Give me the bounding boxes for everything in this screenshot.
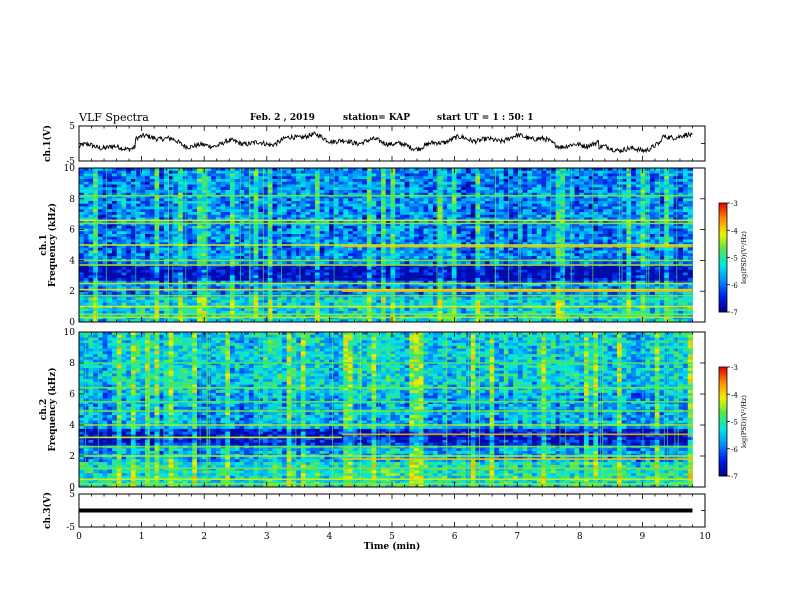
ytick-label: 8	[69, 359, 75, 369]
y-axis-label: ch.1(V)	[42, 125, 53, 162]
xtick-label: 5	[389, 532, 395, 542]
colorbar-tick-label: -3	[731, 200, 738, 208]
xtick-label: 6	[452, 532, 458, 542]
colorbar: -3 -4 -5 -6 -7 log(PSD)(V²/Hz)	[718, 200, 748, 317]
y-axis-label-channel: ch.2	[39, 399, 49, 420]
ytick-label: 0	[69, 318, 75, 328]
ytick-label: 6	[69, 226, 75, 236]
colorbar-label: log(PSD)(V²/Hz)	[740, 395, 748, 448]
y-axis-label-channel: ch.1	[39, 234, 49, 255]
ytick-label: 10	[64, 328, 76, 338]
colorbar-label: log(PSD)(V²/Hz)	[740, 231, 748, 284]
xtick-label: 8	[577, 532, 583, 542]
station-label: station= KAP	[343, 113, 411, 123]
colorbar-tick-label: -6	[731, 446, 738, 454]
ytick-label: 0	[69, 483, 75, 493]
ytick-label: 5	[69, 122, 75, 132]
figure-title: VLF Spectra	[79, 111, 149, 124]
ytick-label: 4	[69, 421, 75, 431]
y-axis-label-voltage: ch.3(V)	[42, 492, 53, 529]
ytick-label: 2	[69, 287, 75, 297]
y-axis-label-voltage: ch.1(V)	[42, 125, 53, 162]
xtick-label: 9	[640, 532, 646, 542]
colorbar-label-group: log(PSD)(V²/Hz)	[740, 395, 748, 448]
colorbar-tick-label: -7	[731, 309, 738, 317]
waveform-ch1-trace	[78, 130, 693, 154]
ytick-label: 4	[69, 256, 75, 266]
waveform-ch1	[78, 130, 693, 154]
spectrogram-ch2	[79, 332, 693, 488]
ytick-label: 8	[69, 195, 75, 205]
xtick-label: 1	[139, 532, 145, 542]
y-axis-label: ch.2 Frequency (kHz)	[39, 367, 58, 451]
y-axis-label: ch.1 Frequency (kHz)	[39, 203, 58, 287]
start-time-label: start UT = 1 : 50: 1	[437, 113, 534, 123]
colorbar: -3 -4 -5 -6 -7 log(PSD)(V²/Hz)	[718, 364, 748, 481]
colorbar-label-group: log(PSD)(V²/Hz)	[740, 231, 748, 284]
colorbar-tick-label: -3	[731, 364, 738, 372]
colorbar-tick-label: -5	[731, 419, 738, 427]
xtick-label: 7	[514, 532, 520, 542]
ytick-label: -5	[66, 523, 75, 533]
colorbar-tick-label: -4	[731, 391, 738, 399]
colorbar-tick-label: -4	[731, 227, 738, 235]
xtick-label: 2	[201, 532, 207, 542]
ytick-label: 5	[69, 490, 75, 500]
xtick-label: 4	[327, 532, 333, 542]
y-axis-label: ch.3(V)	[42, 492, 53, 529]
x-axis: 0 1 2 3 4 5 6 7 8 9 10 Time (min)	[76, 532, 711, 552]
ytick-label: 10	[64, 164, 76, 174]
colorbar-tick-label: -6	[731, 282, 738, 290]
ytick-label: 6	[69, 390, 75, 400]
y-axis-label-frequency: Frequency (kHz)	[47, 203, 58, 287]
xtick-label: 0	[76, 532, 82, 542]
ytick-label: -5	[66, 157, 75, 167]
date-label: Feb. 2 , 2019	[250, 113, 315, 123]
colorbar-tick-label: -5	[731, 255, 738, 263]
y-axis-label-frequency: Frequency (kHz)	[47, 367, 58, 451]
x-axis-label: Time (min)	[364, 541, 421, 552]
spectrogram-ch1	[79, 168, 693, 323]
colorbar-tick-label: -7	[731, 473, 738, 481]
xtick-label: 10	[699, 532, 711, 542]
ytick-label: 2	[69, 452, 75, 462]
xtick-label: 3	[264, 532, 270, 542]
